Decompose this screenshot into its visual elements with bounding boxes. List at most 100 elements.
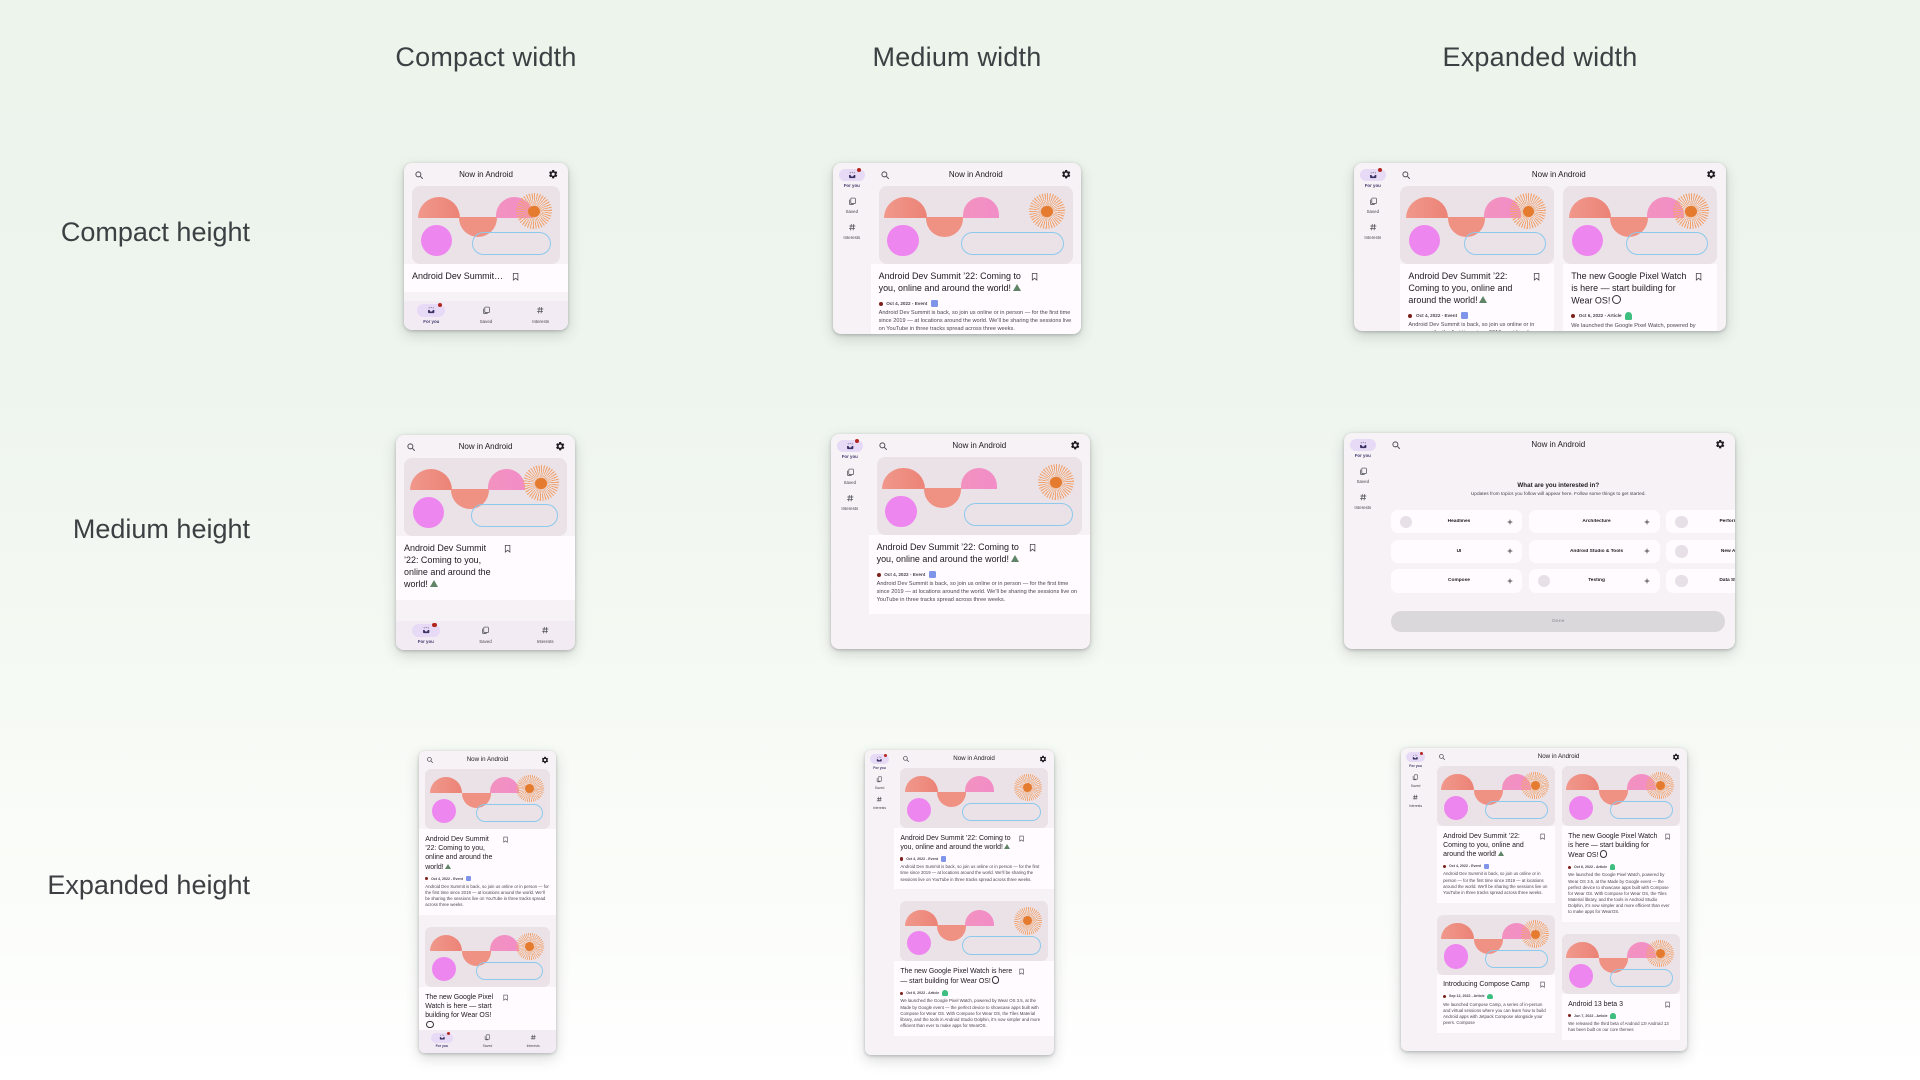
feed-card-dev-summit[interactable]: Android Dev Summit ’22: Coming to you, o… (894, 828, 1054, 890)
add-topic-icon[interactable] (1643, 518, 1651, 526)
settings-icon[interactable] (1070, 440, 1080, 450)
hero-circle-shape (885, 495, 917, 527)
bookmark-icon[interactable] (1532, 272, 1541, 281)
feed-card-dev-summit[interactable]: Android Dev Summit ’22: Coming to you, o… (868, 534, 1090, 614)
nav-item-saved[interactable]: Saved (839, 195, 865, 214)
nav-item-interests[interactable]: Interests (839, 220, 865, 240)
nav-item-saved[interactable]: Saved (471, 624, 499, 644)
unread-dot (900, 991, 904, 995)
search-icon[interactable] (406, 442, 416, 452)
nav-item-saved[interactable]: Saved (477, 1033, 499, 1048)
nav-item-for-you[interactable]: For you (839, 167, 865, 188)
bookmark-icon[interactable] (502, 994, 509, 1001)
bookmark-icon[interactable] (1539, 833, 1546, 840)
nav-item-for-you[interactable]: For you (1350, 438, 1376, 458)
topic-chip-android-studio-tools[interactable]: Android Studio & Tools (1528, 539, 1660, 563)
search-icon[interactable] (902, 755, 910, 763)
nav-item-for-you[interactable]: For you (1360, 167, 1386, 188)
nav-item-interests[interactable]: Interests (837, 491, 863, 511)
topic-chip-headlines[interactable]: Headlines (1391, 510, 1523, 534)
topic-chip-compose[interactable]: Compose (1391, 569, 1523, 593)
feed-card-pixel-watch[interactable]: The new Google Pixel Watch is here — sta… (894, 961, 1054, 1036)
feed-card-dev-summit[interactable]: Android Dev Summit ’22: Coming to you, o… (1400, 263, 1555, 331)
search-icon[interactable] (878, 441, 888, 451)
bookmark-icon[interactable] (502, 836, 509, 843)
nav-item-label: Saved (479, 638, 492, 644)
done-button[interactable]: Done (1391, 610, 1726, 632)
settings-icon[interactable] (1672, 753, 1680, 761)
add-topic-icon[interactable] (1506, 547, 1514, 555)
feed-card-dev-summit[interactable]: Android Dev Summit ’22: Coming to you, o… (419, 829, 556, 916)
add-topic-icon[interactable] (1643, 547, 1651, 555)
nav-item-for-you[interactable]: For you (411, 622, 440, 644)
settings-icon[interactable] (1039, 755, 1047, 763)
topic-chip-ui[interactable]: UI (1391, 539, 1523, 563)
nav-item-interests[interactable]: Interests (1406, 793, 1426, 808)
search-icon[interactable] (426, 756, 434, 764)
notification-dot (855, 438, 860, 444)
feed-card-dev-summit[interactable]: Android Dev Summit ’22: Coming to you, o… (396, 535, 575, 600)
feed-card-dev-summit[interactable]: Android Dev Summit ’22: Coming to you, o… (1436, 826, 1556, 903)
add-topic-icon[interactable] (1643, 577, 1651, 585)
nav-item-saved[interactable]: Saved (837, 466, 863, 485)
feed-card-compose-camp[interactable]: Introducing Compose Camp Sep 12, 2022 - A… (1436, 974, 1556, 1034)
nav-item-interests[interactable]: Interests (1350, 490, 1376, 510)
bookmark-icon[interactable] (1664, 1001, 1671, 1008)
bookmark-icon[interactable] (1018, 835, 1025, 842)
topic-chip-data-storage[interactable]: Data Storage (1666, 569, 1735, 593)
settings-icon[interactable] (555, 441, 565, 451)
nav-item-saved[interactable]: Saved (472, 304, 500, 324)
nav-item-for-you[interactable]: For you (430, 1031, 453, 1048)
add-topic-icon[interactable] (1506, 518, 1514, 526)
bookmark-icon[interactable] (1539, 981, 1546, 989)
top-app-bar: Now in Android (396, 435, 575, 458)
nav-item-interests[interactable]: Interests (870, 795, 890, 810)
bookmark-icon[interactable] (1694, 272, 1703, 281)
nav-item-saved[interactable]: Saved (1406, 773, 1426, 788)
search-icon[interactable] (880, 170, 890, 180)
bookmark-icon[interactable] (1018, 968, 1025, 975)
nav-item-interests[interactable]: Interests (527, 304, 555, 324)
nav-item-interests[interactable]: Interests (522, 1033, 544, 1048)
search-icon[interactable] (1401, 170, 1411, 180)
nav-item-saved[interactable]: Saved (1350, 465, 1376, 484)
nav-item-for-you[interactable]: For you (869, 753, 890, 770)
nav-item-saved[interactable]: Saved (1360, 195, 1386, 214)
topic-chip-performance[interactable]: Performance (1666, 510, 1735, 534)
nav-item-interests[interactable]: Interests (531, 624, 559, 644)
bookmark-icon[interactable] (1028, 543, 1037, 552)
search-icon[interactable] (414, 170, 424, 180)
nav-item-for-you[interactable]: For you (417, 302, 446, 324)
nav-item-interests[interactable]: Interests (1360, 220, 1386, 240)
search-icon[interactable] (1438, 753, 1446, 761)
nav-item-for-you[interactable]: For you (837, 438, 863, 459)
saved-icon (482, 306, 490, 314)
topic-chip-new-apis[interactable]: New APIs & (1666, 539, 1735, 563)
add-topic-icon[interactable] (1506, 577, 1514, 585)
navigation-rail: For you Saved Interests (1344, 433, 1382, 649)
card-title: The new Google Pixel Watch is here — sta… (900, 967, 1013, 986)
mountain-emoji (444, 863, 451, 869)
feed-card-pixel-watch[interactable]: The new Google Pixel Watch is here — sta… (1563, 263, 1718, 331)
topic-chip-testing[interactable]: Testing (1528, 569, 1660, 593)
card-title: Android Dev Summit ’22: Coming to you, o… (1443, 832, 1524, 859)
feed-card-dev-summit[interactable]: Android Dev Summit ’22: Coming to you, o… (870, 263, 1081, 334)
feed-card-dev-summit[interactable]: Android Dev Summit ’22: Coming to you, o… (404, 263, 568, 292)
feed-card-pixel-watch[interactable]: The new Google Pixel Watch is here — sta… (1561, 826, 1681, 923)
bookmark-icon[interactable] (1664, 833, 1671, 840)
bookmark-icon[interactable] (503, 544, 512, 553)
settings-icon[interactable] (548, 169, 558, 179)
nav-item-for-you[interactable]: For you (1405, 751, 1426, 768)
bookmark-icon[interactable] (1030, 272, 1039, 281)
search-icon[interactable] (1391, 440, 1401, 450)
settings-icon[interactable] (1706, 169, 1716, 179)
settings-icon[interactable] (1061, 169, 1071, 179)
feed-card-android13[interactable]: Android 13 beta 3 Jun 7, 2022 - Article We… (1561, 994, 1681, 1041)
hero-wave-shape (409, 468, 452, 490)
settings-icon[interactable] (541, 756, 549, 764)
topic-chip-architecture[interactable]: Architecture (1528, 510, 1660, 534)
settings-icon[interactable] (1715, 439, 1725, 449)
bookmark-icon[interactable] (511, 272, 520, 281)
nav-item-saved[interactable]: Saved (870, 775, 890, 790)
